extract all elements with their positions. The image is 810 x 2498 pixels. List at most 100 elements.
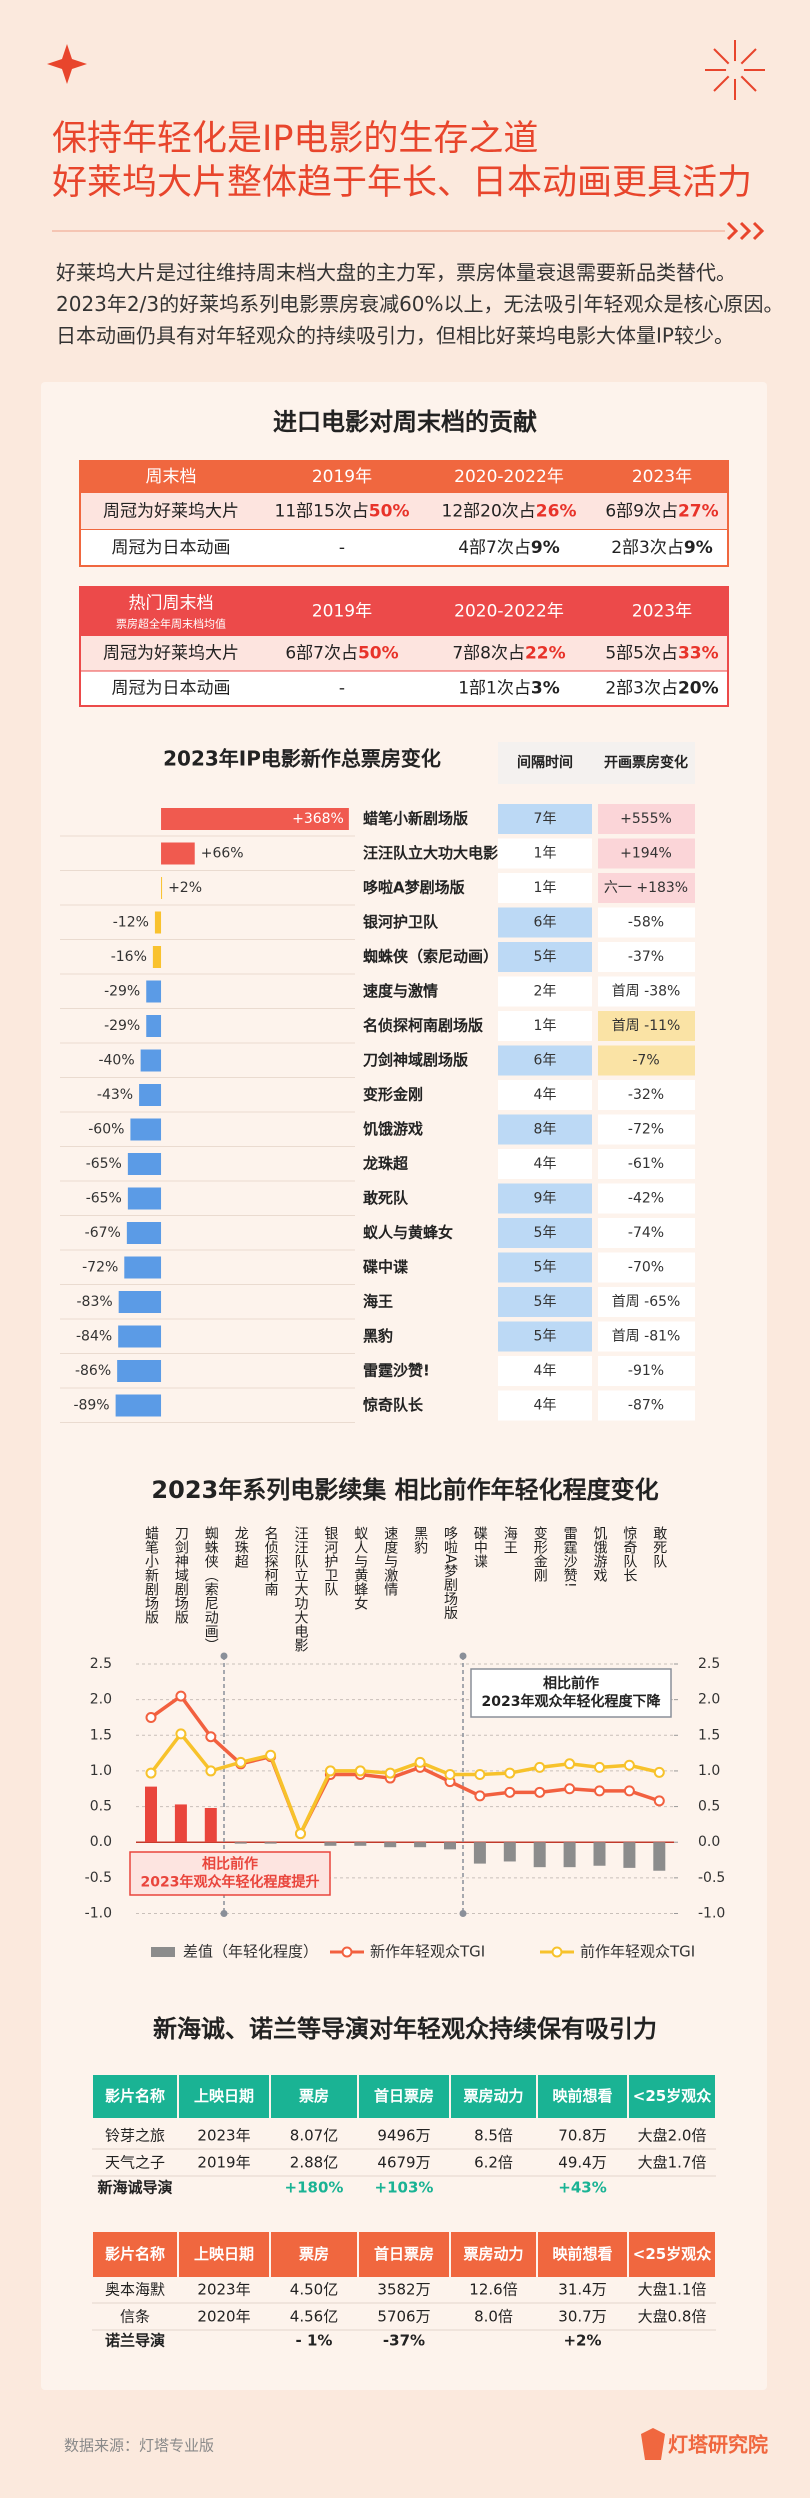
- divider-dot: [220, 1910, 228, 1917]
- value-label: -67%: [85, 1225, 121, 1241]
- series-point: [235, 1756, 247, 1768]
- interval-cell: 2年: [534, 984, 557, 1000]
- table-header-cell: 2023年: [632, 467, 692, 487]
- legend-swatch: [151, 1947, 175, 1957]
- table-cell: 大盘0.8倍: [638, 2308, 707, 2326]
- table-header-bg: [538, 2075, 627, 2118]
- interval-cell: 1年: [534, 1018, 557, 1034]
- y2-tick-label: 2.5: [698, 1656, 720, 1672]
- interval-cell: 5年: [534, 949, 557, 965]
- table-cell: 70.8万: [558, 2127, 606, 2145]
- diff-bar: [384, 1842, 397, 1848]
- table-cell: 11部15次占50%: [275, 501, 410, 521]
- series-point: [594, 1761, 605, 1773]
- cell-text: 1部1次占: [458, 679, 531, 699]
- change-cell-bg: [598, 1287, 695, 1317]
- series-point: [653, 1795, 665, 1807]
- bar: [126, 1222, 162, 1244]
- diff-bar: [444, 1842, 456, 1850]
- y2-tick-label: -1.0: [698, 1906, 725, 1922]
- interval-cell-bg: [498, 1218, 592, 1248]
- series-point: [205, 1731, 217, 1743]
- change-cell: +555%: [620, 811, 672, 827]
- change-cell: -7%: [632, 1053, 659, 1069]
- table-cell: 2部3次占9%: [611, 538, 713, 558]
- change-cell-bg: [598, 1080, 695, 1110]
- interval-cell: 5年: [534, 1225, 557, 1241]
- interval-cell-bg: [498, 1321, 592, 1352]
- y-tick-label: 1.5: [90, 1727, 112, 1743]
- change-cell: -74%: [628, 1225, 664, 1241]
- x-tick-label: 银河护卫队: [322, 1526, 338, 1596]
- table-header-cell: 影片名称: [105, 2087, 165, 2105]
- x-tick-label: 蜡笔小新剧场版: [143, 1526, 159, 1625]
- bar: [161, 808, 349, 830]
- star-icon: [47, 44, 87, 84]
- interval-cell-bg: [498, 1045, 592, 1076]
- table-header-cell: 首日票房: [374, 2245, 434, 2263]
- x-tick-label: 蜘蛛侠（索尼动画）: [203, 1526, 219, 1652]
- table-header-bg: [498, 742, 695, 784]
- value-label: -16%: [111, 949, 147, 965]
- table-cell: 7部8次占22%: [452, 644, 565, 664]
- x-tick-label: 雷霆沙赞!: [562, 1526, 578, 1588]
- cell-highlight: 22%: [525, 644, 566, 664]
- category-label: 哆啦A梦剧场版: [363, 879, 465, 897]
- change-cell-bg: [598, 1011, 695, 1041]
- diff-bar: [653, 1842, 666, 1871]
- series-point: [594, 1785, 605, 1797]
- cell-highlight: 26%: [536, 501, 577, 521]
- cell-highlight: 20%: [678, 679, 719, 699]
- table-header-bg: [271, 2075, 357, 2118]
- table-cell: 大盘2.0倍: [638, 2127, 707, 2145]
- series-point: [623, 1759, 635, 1771]
- table-cell: 4.50亿: [290, 2281, 338, 2299]
- cell-text: 5部5次占: [605, 644, 678, 664]
- category-label: 刀剑神域剧场版: [363, 1051, 468, 1069]
- series-point: [504, 1767, 516, 1779]
- value-label: -43%: [97, 1087, 133, 1103]
- table-header-cell: 间隔时间: [517, 754, 573, 771]
- x-tick-label: 碟中谍: [472, 1526, 488, 1568]
- table-cell: 4.56亿: [290, 2308, 338, 2326]
- diff-bar: [145, 1786, 157, 1843]
- y-tick-label: 1.0: [90, 1763, 112, 1779]
- series-point: [324, 1765, 336, 1777]
- interval-cell: 1年: [534, 880, 557, 896]
- table-cell: 2部3次占20%: [605, 679, 718, 699]
- series-point: [534, 1786, 546, 1798]
- chart-title: 2023年IP电影新作总票房变化: [163, 747, 441, 771]
- table-header-cell: 映前想看: [552, 2245, 612, 2263]
- category-label: 惊奇队长: [363, 1396, 424, 1414]
- table-header-cell: <25岁观众: [633, 2087, 711, 2105]
- table-cell: 8.07亿: [290, 2127, 338, 2145]
- cell-highlight: 27%: [678, 501, 719, 521]
- interval-cell-bg: [498, 1356, 592, 1386]
- bar: [154, 911, 162, 934]
- table-cell: 9496万: [377, 2127, 430, 2145]
- cell-text: 6部7次占: [285, 644, 358, 664]
- bar: [115, 1394, 162, 1417]
- table-header-bg: [359, 2075, 449, 2118]
- y-tick-label: 2.5: [90, 1656, 112, 1672]
- legend-marker: [551, 1946, 563, 1958]
- cell-text: 2部3次占: [611, 538, 684, 558]
- value-label: -83%: [77, 1294, 113, 1310]
- table-header-cell: 周末档: [146, 467, 197, 487]
- series-point: [504, 1786, 516, 1798]
- table-header-note: 票房超全年周末档均值: [116, 617, 226, 631]
- diff-bar: [473, 1842, 486, 1864]
- table-cell: 2020年: [197, 2308, 250, 2326]
- interval-cell-bg: [498, 1287, 592, 1317]
- x-tick-label: 名侦探柯南: [263, 1526, 279, 1596]
- change-cell: +194%: [620, 846, 672, 862]
- y-tick-label: 2.0: [90, 1692, 112, 1708]
- change-cell: -87%: [628, 1398, 664, 1414]
- diff-bar: [174, 1804, 187, 1843]
- value-label: -84%: [76, 1329, 112, 1345]
- category-label: 龙珠超: [362, 1155, 409, 1173]
- table-summary-cell: +103%: [375, 2179, 434, 2197]
- interval-cell-bg: [498, 1252, 592, 1283]
- table-header-cell: 2020-2022年: [454, 602, 564, 622]
- change-cell-bg: [598, 1252, 695, 1283]
